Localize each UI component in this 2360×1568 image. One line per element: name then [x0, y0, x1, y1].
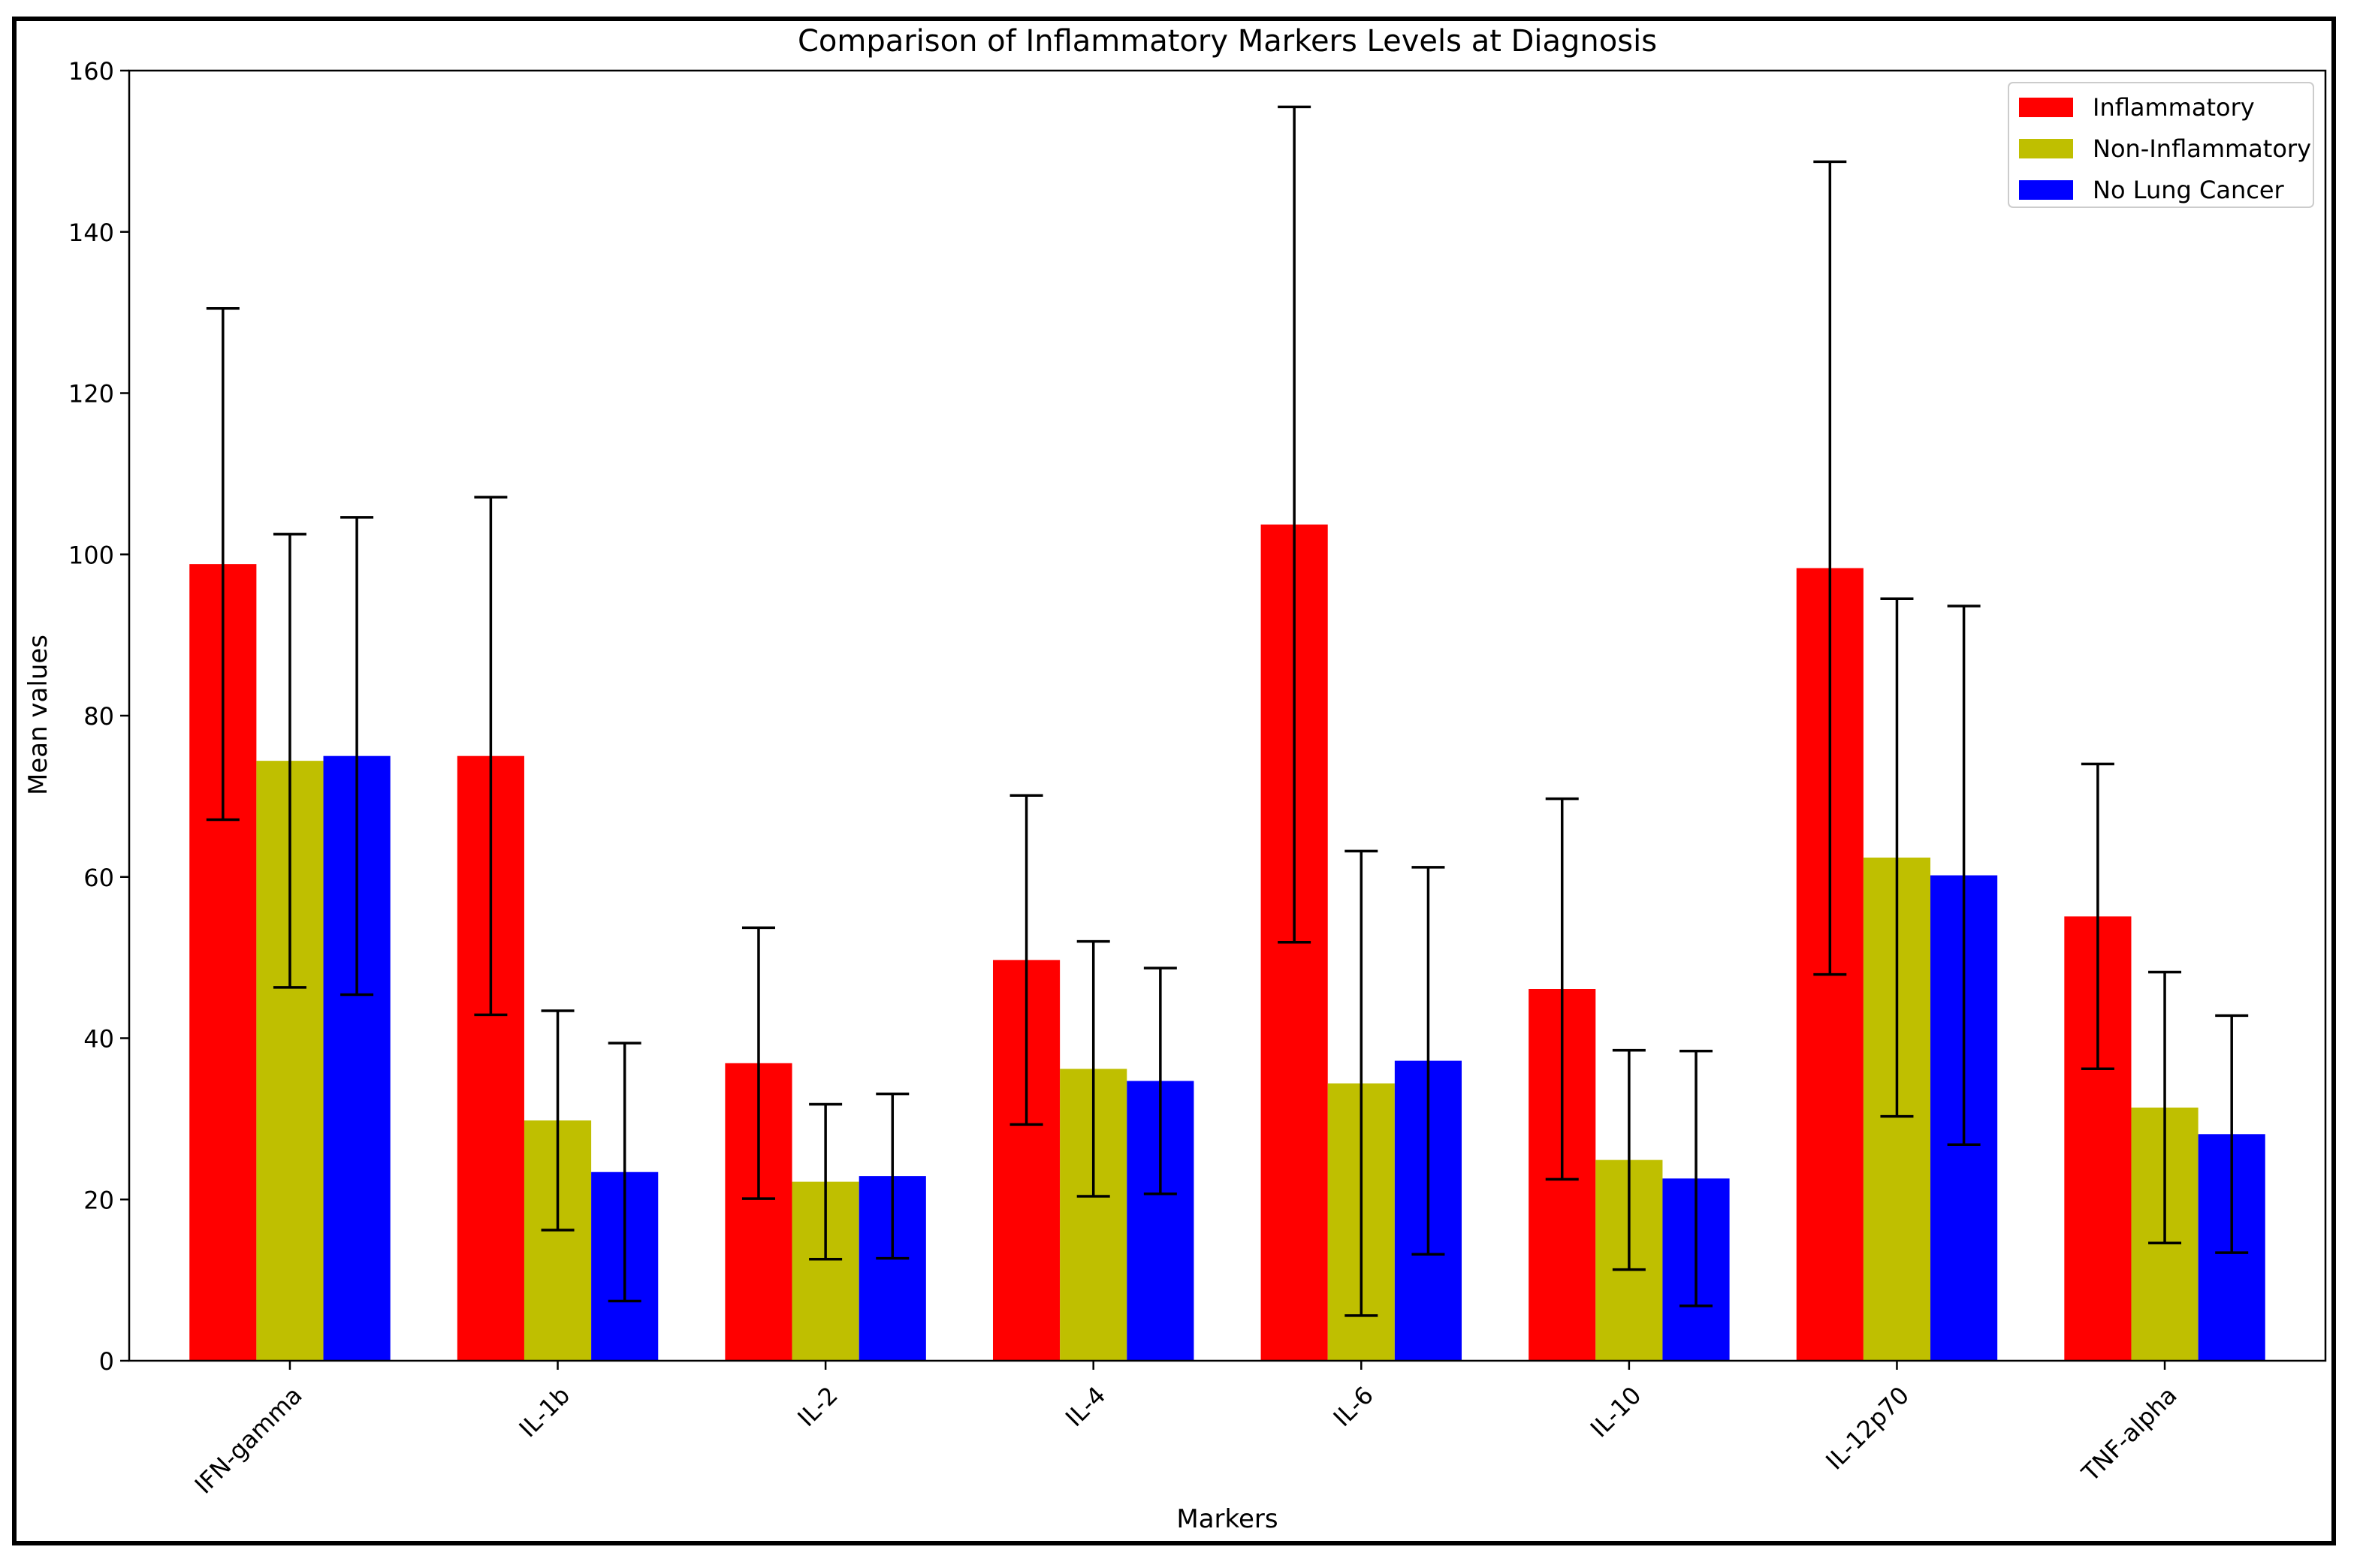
figure-frame: Comparison of Inflammatory Markers Level…	[12, 17, 2336, 1545]
y-tick-label: 20	[83, 1186, 114, 1214]
y-tick-label: 160	[68, 57, 114, 86]
y-tick-label: 40	[83, 1025, 114, 1054]
y-tick-label: 0	[99, 1347, 114, 1376]
plot-area-border	[128, 69, 2327, 1362]
legend-label: Non-Inflammatory	[2093, 134, 2311, 163]
error-bars-group	[206, 105, 2249, 1317]
y-tick-label: 80	[83, 702, 114, 731]
chart-title: Comparison of Inflammatory Markers Level…	[798, 24, 1657, 59]
y-tick-label: 140	[68, 219, 114, 247]
legend: Inflammatory Non-Inflammatory No Lung Canc…	[2008, 82, 2314, 208]
legend-label: No Lung Cancer	[2093, 176, 2285, 204]
x-axis-label: Markers	[1176, 1504, 1278, 1534]
y-axis-label: Mean values	[23, 635, 53, 795]
legend-box	[2008, 82, 2314, 208]
legend-swatch	[2019, 180, 2073, 200]
y-tick-label: 60	[83, 864, 114, 892]
y-tick-label: 100	[68, 541, 114, 569]
legend-swatch	[2019, 98, 2073, 117]
legend-swatch	[2019, 139, 2073, 158]
bar-chart: Comparison of Inflammatory Markers Level…	[17, 21, 2331, 1541]
y-axis-ticks: 0 20 40 60 80 100 120 140 160	[68, 57, 129, 1376]
legend-label: Inflammatory	[2093, 93, 2255, 122]
y-tick-label: 120	[68, 380, 114, 409]
